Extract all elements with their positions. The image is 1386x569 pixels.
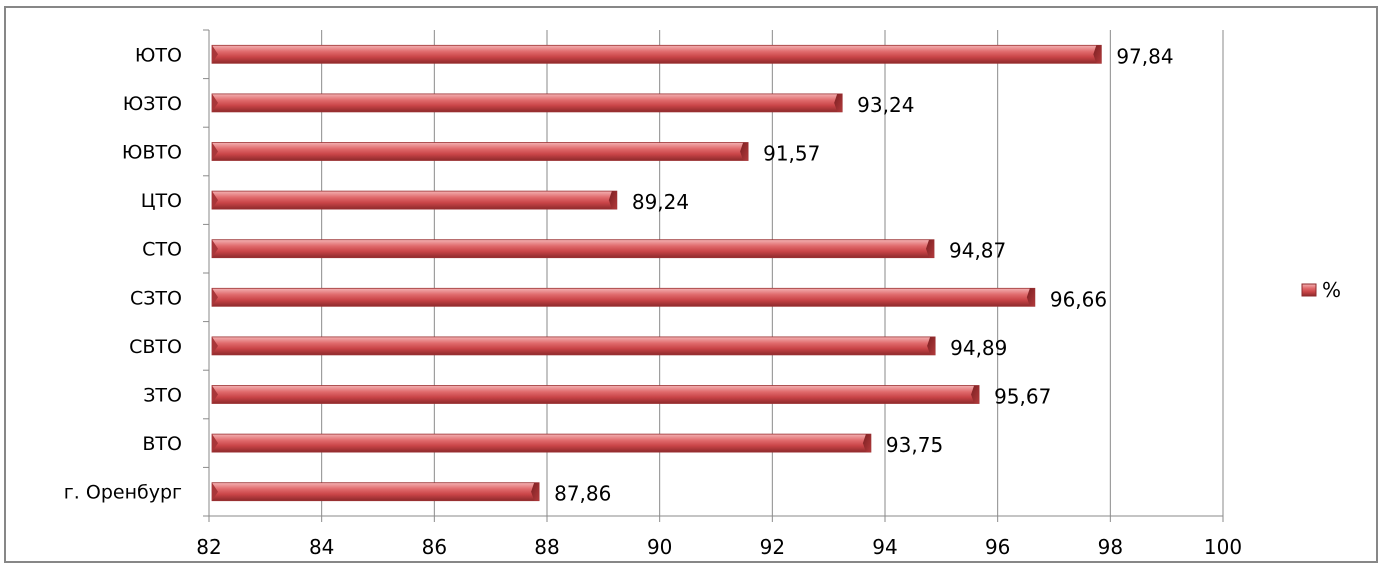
axes: 82 84 86 88 90 92 94 96 98 100 — [196, 29, 1242, 559]
bar-end-cap — [927, 336, 936, 355]
x-tick-label: 90 — [647, 535, 672, 559]
labels: г. Оренбург 87,86 ВТО 93,75 ЗТО 95,67 СВТО 94,8… — [64, 44, 1174, 505]
bar — [211, 433, 872, 453]
bar-start-cap — [212, 336, 218, 355]
category-label: СЗТО — [130, 287, 182, 309]
category-label: ЮЗТО — [123, 93, 182, 115]
x-tick-label: 98 — [1098, 535, 1123, 559]
data-label: 97,84 — [1116, 44, 1173, 68]
category-label: ЮВТО — [122, 142, 182, 164]
legend-swatch — [1301, 283, 1317, 297]
bar-start-cap — [212, 482, 218, 501]
x-tick-label: 86 — [422, 535, 447, 559]
bar — [211, 239, 935, 259]
bar — [211, 44, 1102, 64]
bar — [211, 93, 843, 113]
bar-start-cap — [212, 385, 218, 404]
data-label: 91,57 — [763, 142, 820, 166]
bar-end-cap — [1026, 288, 1035, 307]
data-label: 96,66 — [1050, 287, 1107, 311]
category-label: ЮТО — [135, 44, 182, 66]
data-label: 93,24 — [857, 93, 914, 117]
data-label: 93,75 — [886, 433, 943, 457]
x-tick-label: 100 — [1204, 535, 1242, 559]
data-label: 95,67 — [994, 385, 1051, 409]
bar-start-cap — [212, 142, 218, 161]
x-tick-label: 96 — [985, 535, 1010, 559]
category-label: ЗТО — [143, 385, 182, 407]
x-tick-label: 84 — [309, 535, 334, 559]
bar — [211, 190, 618, 210]
x-tick-label: 82 — [196, 535, 221, 559]
category-label: СВТО — [129, 336, 182, 358]
legend: % — [1301, 278, 1341, 302]
category-label: СТО — [142, 239, 182, 261]
x-tick-label: 92 — [760, 535, 785, 559]
bar-end-cap — [834, 93, 843, 112]
bar-end-cap — [971, 385, 980, 404]
bar-start-cap — [212, 239, 218, 258]
bar — [211, 142, 749, 161]
bar — [211, 287, 1036, 307]
bar-start-cap — [212, 45, 218, 64]
data-label: 89,24 — [632, 190, 689, 214]
data-label: 87,86 — [554, 482, 611, 506]
category-label: ЦТО — [141, 190, 182, 212]
bar-end-cap — [926, 239, 935, 258]
bar-end-cap — [608, 191, 617, 210]
legend-label: % — [1322, 278, 1341, 302]
x-tick-label: 88 — [534, 535, 559, 559]
bar-end-cap — [740, 142, 749, 161]
bar — [211, 385, 980, 404]
bar-start-cap — [212, 288, 218, 307]
category-label: г. Оренбург — [64, 482, 182, 504]
bar-start-cap — [212, 191, 218, 210]
bars — [211, 44, 1102, 502]
bar-end-cap — [862, 434, 871, 453]
bar-start-cap — [212, 93, 218, 112]
bar-end-cap — [531, 482, 540, 501]
bar — [211, 336, 936, 356]
data-label: 94,87 — [949, 239, 1006, 263]
data-label: 94,89 — [950, 336, 1007, 360]
category-label: ВТО — [142, 433, 182, 455]
bar — [211, 482, 540, 502]
bar-end-cap — [1093, 45, 1102, 64]
bar-start-cap — [212, 434, 218, 453]
x-tick-label: 94 — [872, 535, 897, 559]
